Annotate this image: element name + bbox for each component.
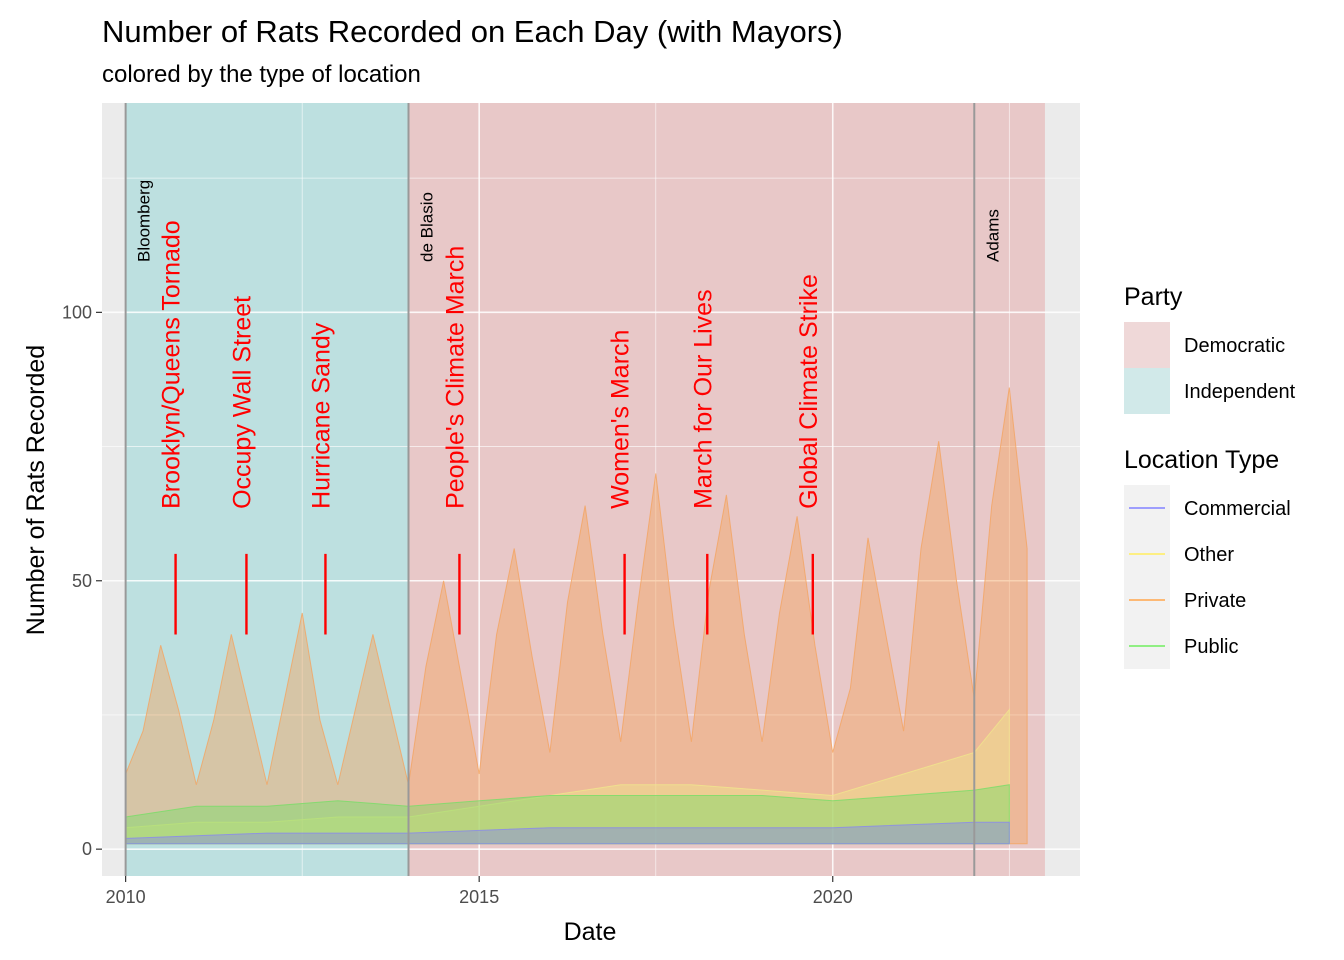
event-label: People's Climate March bbox=[441, 246, 469, 509]
event-markers: Brooklyn/Queens Tornado Occupy Wall Stree… bbox=[158, 220, 823, 635]
x-tick-label: 2010 bbox=[106, 887, 146, 907]
series-areas bbox=[125, 387, 1028, 845]
y-tick-label: 0 bbox=[82, 839, 92, 859]
x-tick-label: 2020 bbox=[813, 887, 853, 907]
chart-title: Number of Rats Recorded on Each Day (wit… bbox=[102, 14, 843, 49]
legend-label: Independent bbox=[1184, 381, 1296, 403]
legend-label: Private bbox=[1184, 590, 1246, 612]
event-label: March for Our Lives bbox=[689, 289, 717, 509]
x-axis-title: Date bbox=[564, 918, 617, 946]
chart-subtitle: colored by the type of location bbox=[102, 61, 421, 88]
event-label: Global Climate Strike bbox=[795, 274, 823, 509]
y-tick-label: 50 bbox=[72, 571, 92, 591]
mayor-lines: Bloomberg de Blasio Adams bbox=[124, 103, 1002, 876]
event-label: Brooklyn/Queens Tornado bbox=[158, 220, 186, 509]
y-axis-title: Number of Rats Recorded bbox=[22, 345, 50, 635]
party-band-independent bbox=[125, 103, 409, 876]
legend-label: Commercial bbox=[1184, 498, 1291, 520]
legend-key bbox=[1124, 322, 1170, 368]
mayor-label: Bloomberg bbox=[135, 180, 154, 262]
event-label: Occupy Wall Street bbox=[228, 296, 256, 509]
legend-label: Other bbox=[1184, 544, 1234, 566]
axes: 0 50 100 2010 2015 2020 bbox=[62, 302, 853, 907]
legend: Party Democratic Independent Location Type C… bbox=[1124, 283, 1296, 669]
party-band-democratic bbox=[408, 103, 1045, 876]
y-tick-label: 100 bbox=[62, 302, 92, 322]
legend-label: Public bbox=[1184, 636, 1238, 658]
mayor-label: de Blasio bbox=[418, 192, 437, 262]
series-area-other bbox=[125, 708, 1010, 845]
x-tick-label: 2015 bbox=[459, 887, 499, 907]
mayor-label: Adams bbox=[983, 209, 1002, 262]
series-area-commercial bbox=[125, 821, 1010, 845]
event-label: Women's March bbox=[607, 330, 635, 509]
legend-key bbox=[1124, 368, 1170, 414]
series-area-private bbox=[125, 387, 1028, 845]
legend-title: Party bbox=[1124, 283, 1183, 311]
legend-title: Location Type bbox=[1124, 446, 1279, 474]
event-label: Hurricane Sandy bbox=[307, 322, 335, 509]
series-area-public bbox=[125, 784, 1010, 845]
party-bands bbox=[125, 103, 1045, 876]
legend-label: Democratic bbox=[1184, 335, 1285, 357]
